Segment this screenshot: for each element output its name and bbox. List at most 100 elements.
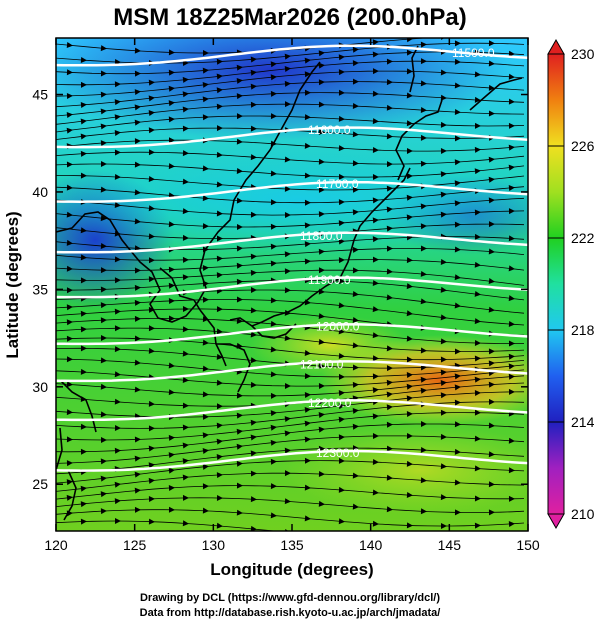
streamline-arrow: [168, 315, 175, 322]
streamline-arrow: [236, 509, 243, 516]
streamline-arrow: [134, 138, 141, 145]
streamline-arrow: [406, 356, 413, 363]
streamline-arrow: [304, 484, 311, 491]
streamline-arrow: [304, 241, 311, 248]
streamline-arrow: [372, 90, 379, 97]
streamline-arrow: [304, 222, 311, 229]
streamline-arrow: [338, 390, 345, 397]
streamline-arrow: [338, 518, 345, 525]
x-tick-label: 120: [44, 537, 68, 553]
streamline-arrow: [148, 496, 155, 503]
streamline-arrow: [236, 245, 243, 252]
streamline-arrow: [236, 296, 243, 303]
streamline-arrow: [386, 245, 393, 252]
streamline-arrow: [66, 239, 73, 246]
streamline-arrow: [236, 460, 243, 467]
streamline-arrow: [236, 77, 243, 84]
streamline-arrow: [406, 173, 413, 180]
streamline-arrow: [318, 411, 325, 418]
streamline-arrow: [168, 137, 175, 144]
streamline-arrow: [508, 122, 515, 129]
streamline-arrow: [284, 416, 291, 423]
streamline-arrow: [454, 509, 461, 516]
streamline-arrow: [114, 277, 121, 284]
streamline-arrow: [100, 302, 107, 309]
streamline-arrow: [168, 163, 175, 170]
streamline-arrow: [216, 306, 223, 313]
streamline-arrow: [372, 68, 379, 75]
streamline-arrow: [80, 326, 87, 333]
streamline-arrow: [304, 199, 311, 206]
streamline-arrow: [440, 258, 447, 265]
streamline-arrow: [386, 133, 393, 140]
streamline-arrow: [168, 389, 175, 396]
streamline-arrow: [406, 522, 413, 529]
streamline-arrow: [440, 171, 447, 178]
streamline-arrow: [420, 245, 427, 252]
streamline-arrow: [168, 116, 175, 123]
streamline-arrow: [100, 215, 107, 222]
streamline-arrow: [454, 274, 461, 281]
streamline-arrow: [114, 81, 121, 88]
streamline-arrow: [270, 74, 277, 81]
streamline-arrow: [352, 102, 359, 109]
streamline-arrow: [406, 38, 413, 43]
contour-label: 12200.0: [308, 396, 352, 410]
streamline-arrow: [318, 362, 325, 369]
streamline-arrow: [318, 50, 325, 57]
colorbar-tick-label: 222: [571, 230, 595, 246]
streamline-arrow: [304, 142, 311, 149]
streamline-arrow: [474, 168, 481, 175]
streamline-arrow: [100, 491, 107, 498]
streamline-arrow: [508, 437, 515, 444]
streamline-arrow: [304, 172, 311, 179]
streamline-arrow: [338, 457, 345, 464]
streamline-arrow: [284, 156, 291, 163]
streamline-arrow: [66, 211, 73, 218]
streamline-arrow: [488, 509, 495, 516]
streamline-arrow: [202, 432, 209, 439]
streamline-arrow: [508, 363, 515, 370]
streamline-arrow: [386, 185, 393, 192]
streamline-arrow: [488, 348, 495, 355]
streamline-arrow: [202, 316, 209, 323]
streamline-arrow: [420, 446, 427, 453]
streamline-arrow: [318, 79, 325, 86]
streamline-arrow: [148, 306, 155, 313]
streamline-arrow: [440, 369, 447, 376]
streamline-arrow: [372, 174, 379, 181]
streamline-arrow: [338, 278, 345, 285]
streamline-arrow: [182, 178, 189, 185]
streamline-arrow: [250, 357, 257, 364]
streamline-arrow: [352, 364, 359, 371]
streamline-arrow: [406, 310, 413, 317]
streamline-arrow: [236, 392, 243, 399]
streamline-arrow: [474, 71, 481, 78]
streamline-arrow: [182, 274, 189, 281]
streamline-arrow: [420, 134, 427, 141]
streamline-arrow: [488, 60, 495, 67]
streamline-arrow: [338, 69, 345, 76]
streamline-arrow: [508, 521, 515, 527]
streamline-arrow: [270, 424, 277, 431]
streamline-arrow: [114, 447, 121, 454]
streamline-arrow: [236, 167, 243, 174]
streamline-arrow: [284, 212, 291, 219]
streamline-arrow: [372, 256, 379, 263]
contour-line: [56, 276, 528, 299]
colorbar: 210 214 218 222 226 230: [547, 38, 595, 530]
streamline-arrow: [508, 340, 515, 347]
streamline-arrow: [454, 479, 461, 486]
streamline-arrow: [474, 376, 481, 383]
streamline-arrow: [216, 422, 223, 429]
streamline-arrow: [488, 197, 495, 204]
streamline-arrow: [216, 58, 223, 65]
streamline-arrow: [406, 194, 413, 201]
contour-line: [56, 323, 528, 346]
contour-line: [56, 126, 528, 149]
streamline-arrow: [100, 160, 107, 167]
streamline-arrow: [304, 420, 311, 427]
contour-line: [56, 180, 528, 203]
streamline-arrow: [182, 208, 189, 215]
